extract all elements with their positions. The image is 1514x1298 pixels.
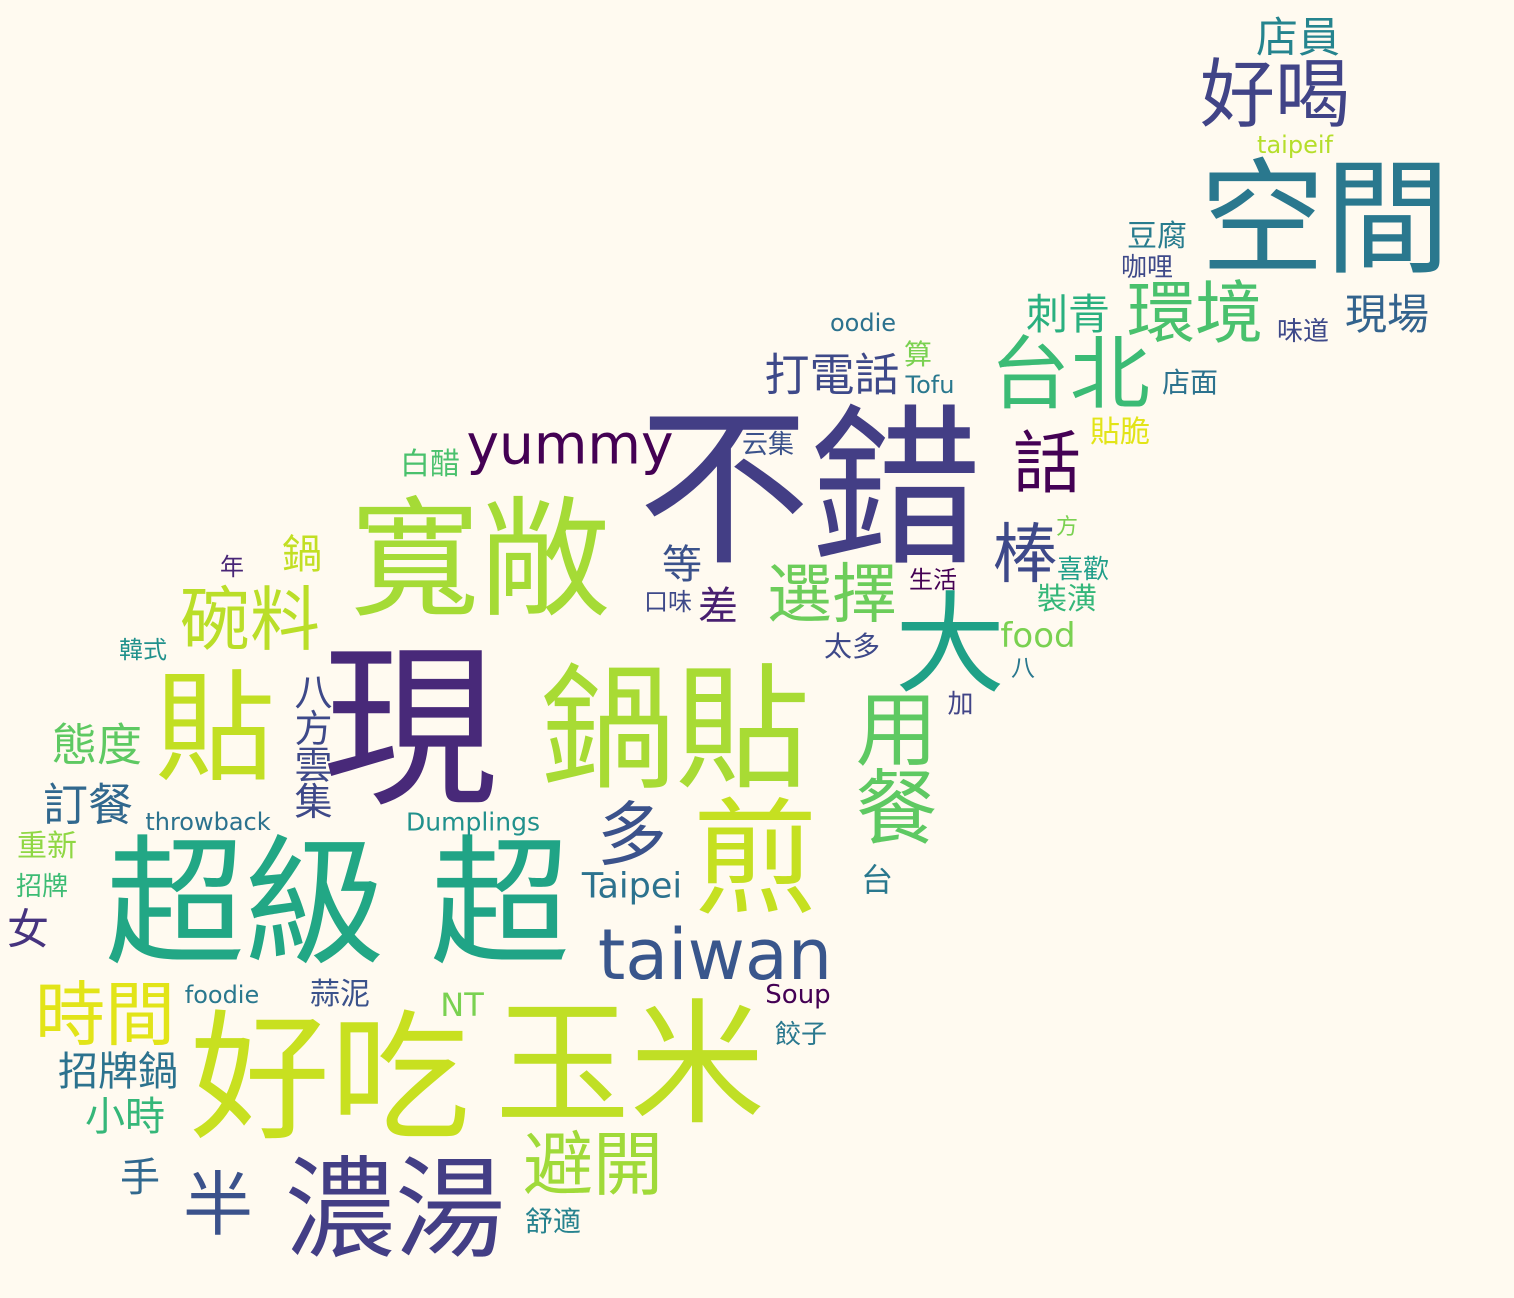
cloud-word: 台: [860, 861, 894, 899]
cloud-word: Tofu: [905, 371, 955, 399]
cloud-word: 算: [903, 338, 933, 371]
cloud-word: 半: [183, 1164, 253, 1246]
cloud-word: 選擇: [766, 557, 898, 633]
cloud-word: 年: [220, 553, 244, 581]
cloud-word: 招牌鍋: [58, 1049, 178, 1095]
cloud-word: 多: [597, 794, 667, 876]
cloud-word: 等: [662, 542, 702, 588]
cloud-word: 寬敞: [349, 484, 611, 636]
cloud-word: 好吃: [189, 998, 471, 1161]
cloud-word: yummy: [466, 412, 674, 477]
cloud-word: 八方雲集: [288, 672, 332, 818]
cloud-word: 超: [429, 823, 571, 986]
cloud-word: 白醋: [400, 447, 460, 482]
cloud-word: 不錯: [638, 389, 982, 590]
cloud-word: 煎: [692, 787, 818, 933]
cloud-word: 方: [1055, 515, 1079, 540]
cloud-word: throwback: [145, 808, 271, 836]
cloud-word: 現場: [1344, 290, 1430, 339]
cloud-word: 韓式: [119, 636, 167, 664]
cloud-word: Dumplings: [406, 807, 540, 837]
cloud-word: 咖哩: [1120, 253, 1174, 283]
cloud-word: 重新: [17, 829, 77, 864]
cloud-word: 蒜泥: [310, 977, 370, 1012]
cloud-word: 濃湯: [285, 1146, 505, 1274]
cloud-word: 打電話: [764, 348, 900, 402]
cloud-word: 台北: [990, 328, 1150, 421]
cloud-word: 碗料: [180, 579, 320, 661]
cloud-word: foodie: [184, 981, 260, 1009]
cloud-word: taiwan: [597, 914, 833, 996]
cloud-word: 好喝: [1199, 50, 1351, 139]
cloud-word: 喜歡: [1056, 555, 1110, 585]
cloud-word: 太多: [823, 630, 881, 663]
cloud-word: 玉米: [495, 986, 765, 1144]
cloud-word: NT: [440, 986, 484, 1024]
cloud-word: 舒適: [524, 1205, 582, 1238]
cloud-word: taipeif: [1257, 131, 1333, 159]
cloud-word: 加: [943, 689, 973, 715]
cloud-word: 用餐: [841, 686, 936, 844]
cloud-word: Taipei: [581, 866, 683, 907]
cloud-word: oodie: [829, 309, 897, 337]
cloud-word: 生活: [909, 566, 957, 594]
cloud-word: 小時: [85, 1094, 165, 1140]
cloud-word: 豆腐: [1127, 219, 1187, 254]
cloud-word: 現: [322, 628, 498, 832]
cloud-word: 店面: [1161, 366, 1219, 399]
cloud-word: 八: [1011, 654, 1035, 682]
cloud-word: 刺青: [1025, 290, 1111, 339]
cloud-word: 女: [6, 905, 50, 954]
cloud-word: food: [1000, 616, 1076, 656]
cloud-word: 態度: [51, 718, 143, 772]
cloud-word: 避開: [523, 1124, 663, 1206]
cloud-word: 鍋: [282, 532, 322, 578]
cloud-word: 空間: [1200, 147, 1450, 293]
cloud-word: 貼脆: [1090, 415, 1150, 450]
cloud-word: Soup: [765, 980, 831, 1010]
cloud-word: 手: [120, 1155, 160, 1201]
cloud-word: 招牌: [15, 872, 69, 902]
cloud-word: 時間: [35, 974, 175, 1056]
cloud-word: 裝潢: [1037, 582, 1097, 617]
cloud-word: 差: [698, 584, 738, 630]
cloud-word: 話: [1012, 425, 1082, 504]
cloud-word: 云集: [741, 430, 795, 460]
cloud-word: 口味: [644, 588, 692, 616]
cloud-word: 貼: [155, 660, 275, 799]
cloud-word: 超級: [104, 823, 386, 986]
cloud-word: 棒: [992, 517, 1058, 593]
cloud-word: 餃子: [774, 1020, 828, 1050]
cloud-word: 環境: [1126, 275, 1264, 354]
cloud-word: 大: [895, 581, 1005, 709]
cloud-word: 訂餐: [42, 778, 134, 832]
cloud-word: 鍋貼: [540, 651, 810, 809]
cloud-word: 店員: [1255, 13, 1341, 62]
cloud-word: 味道: [1276, 317, 1330, 347]
